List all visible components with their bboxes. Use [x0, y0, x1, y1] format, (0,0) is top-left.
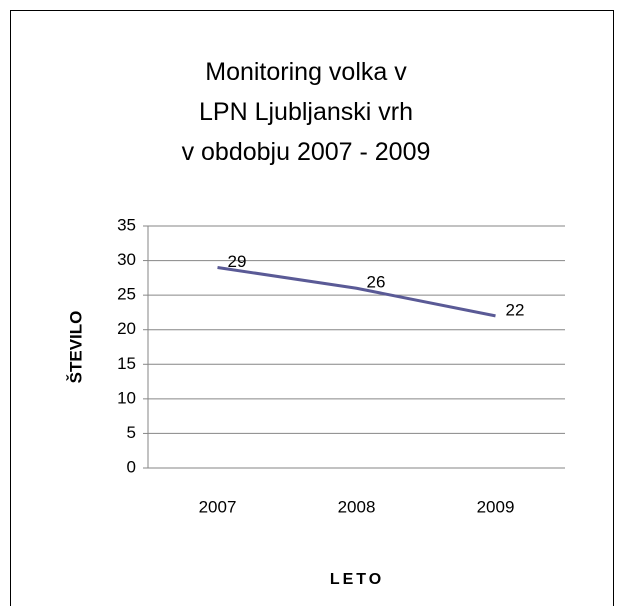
data-label: 29 — [228, 252, 247, 271]
y-tick-label: 25 — [117, 285, 136, 304]
frame — [10, 10, 614, 606]
y-tick-label: 15 — [117, 354, 136, 373]
x-tick-label: 2009 — [477, 497, 515, 516]
data-label: 26 — [367, 273, 386, 292]
data-line — [217, 266, 496, 318]
y-tick-label: 5 — [127, 423, 136, 442]
data-label: 22 — [506, 300, 525, 319]
chart-title: Monitoring volka v LPN Ljubljanski vrh v… — [181, 58, 431, 166]
y-tick-label: 35 — [117, 215, 136, 234]
y-axis-label: ŠTEVILO — [66, 311, 85, 384]
x-tick-label: 2007 — [199, 497, 237, 516]
y-tick-label: 0 — [127, 457, 136, 476]
y-tick-label: 20 — [117, 319, 136, 338]
y-tick-label: 30 — [117, 250, 136, 269]
x-axis-label: LETO — [330, 571, 384, 588]
x-tick-label: 2008 — [338, 497, 376, 516]
y-tick-label: 10 — [117, 388, 136, 407]
